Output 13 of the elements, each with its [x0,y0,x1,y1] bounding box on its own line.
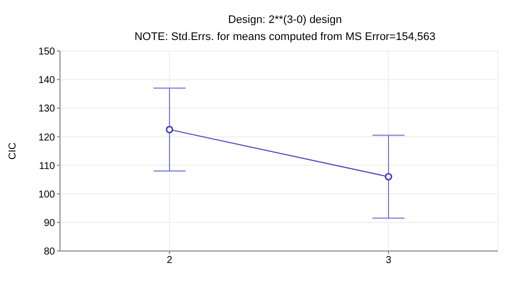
y-tick-label: 110 [39,160,56,172]
chart-subtitle: NOTE: Std.Errs. for means computed from MS Error=154,563 [133,30,437,43]
x-tick-label: 2 [166,255,173,266]
y-tick-label: 100 [38,189,56,200]
y-tick-label: 90 [44,218,56,229]
y-tick-label: 80 [44,246,56,258]
chart-title: Design: 2**(3-0) design [227,13,343,26]
y-tick-label: 130 [38,104,56,115]
y-tick-label: 120 [38,132,56,144]
y-tick-label: 140 [38,75,56,86]
y-tick-label: 150 [38,46,56,58]
x-tick-label: 3 [386,255,392,266]
y-axis-title: CIC [8,142,19,160]
